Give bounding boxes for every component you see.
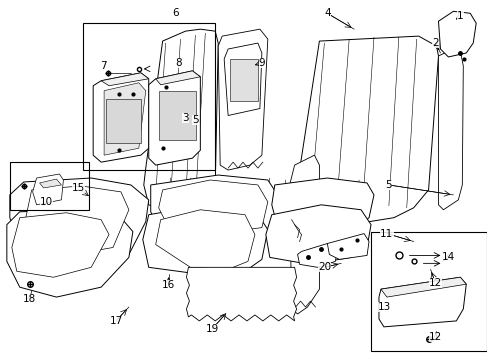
Text: 13: 13 [378,302,391,312]
Text: 20: 20 [317,262,330,272]
Polygon shape [158,180,267,234]
Polygon shape [104,83,145,155]
Text: 5: 5 [385,180,391,190]
Bar [10,162,89,210]
Bar [158,91,196,140]
Text: 17: 17 [109,316,122,326]
Polygon shape [295,36,438,222]
Bar [370,231,486,351]
Polygon shape [380,277,466,297]
Polygon shape [143,29,218,210]
Text: 4: 4 [324,8,330,18]
Polygon shape [7,210,133,297]
Polygon shape [155,71,200,85]
Text: 19: 19 [205,324,219,334]
Bar [106,99,141,143]
Polygon shape [93,73,148,162]
Text: 12: 12 [428,278,441,288]
Text: 3: 3 [182,113,188,123]
Polygon shape [218,29,267,170]
Polygon shape [10,178,148,261]
Polygon shape [101,73,148,86]
Text: 18: 18 [23,294,36,304]
Polygon shape [326,234,368,260]
Text: 1: 1 [456,11,463,21]
Polygon shape [12,213,109,277]
Polygon shape [142,205,267,274]
Polygon shape [378,277,466,327]
Polygon shape [438,11,475,57]
Polygon shape [33,174,63,205]
Text: 10: 10 [40,197,53,207]
Polygon shape [289,155,319,314]
Text: 9: 9 [258,58,264,68]
Polygon shape [265,205,370,264]
Text: 15: 15 [72,183,85,193]
Text: 5: 5 [192,116,198,126]
Polygon shape [297,243,337,267]
Bar [83,23,215,170]
Text: 11: 11 [380,229,393,239]
Text: 12: 12 [428,332,441,342]
Text: 14: 14 [441,252,454,262]
Text: 16: 16 [162,280,175,290]
Polygon shape [148,71,200,165]
Polygon shape [438,49,462,210]
Bar [230,59,257,100]
Text: 2: 2 [431,38,438,48]
Polygon shape [224,43,262,116]
Text: 6: 6 [172,8,179,18]
Text: 8: 8 [175,58,182,68]
Polygon shape [24,186,129,255]
Text: 7: 7 [100,61,106,71]
Polygon shape [150,175,279,244]
Polygon shape [271,178,373,235]
Polygon shape [155,210,254,269]
Polygon shape [40,179,61,188]
Polygon shape [186,267,296,321]
